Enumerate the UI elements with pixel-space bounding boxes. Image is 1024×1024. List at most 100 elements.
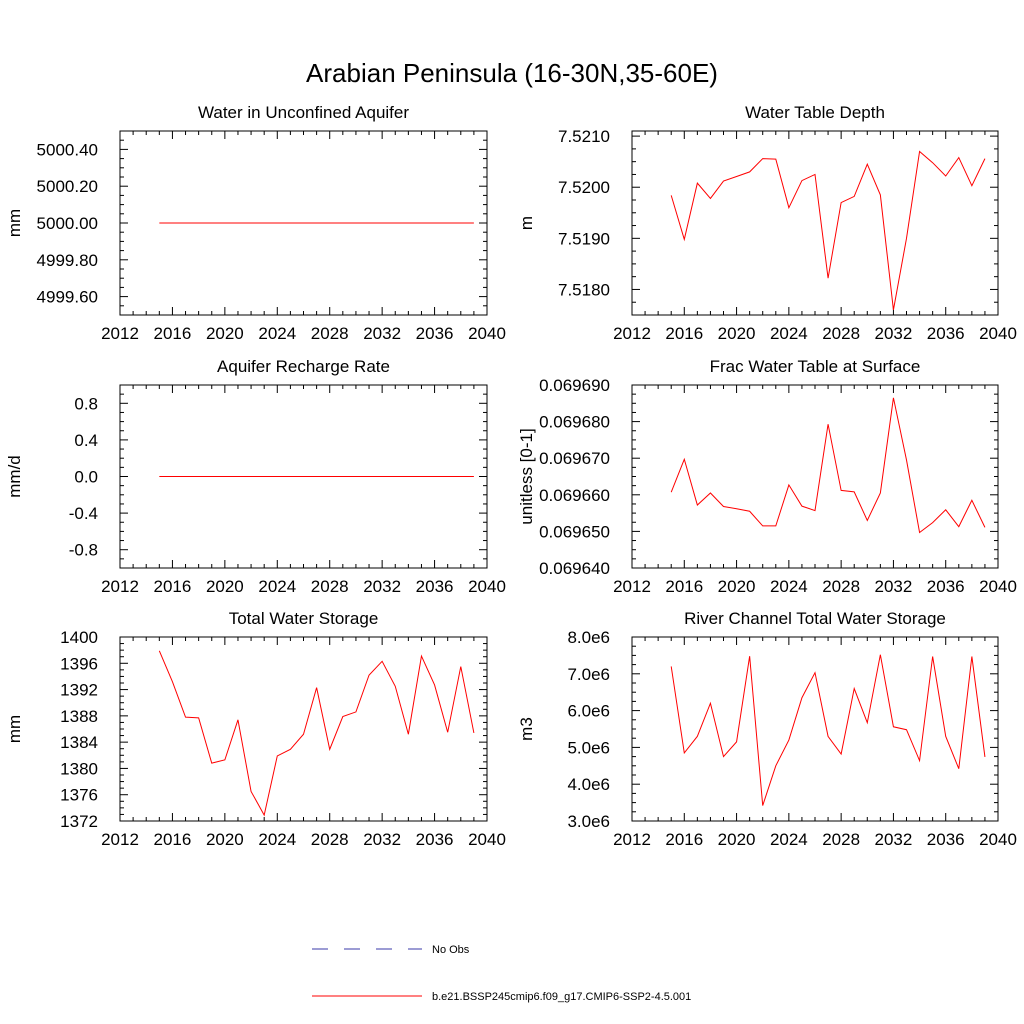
y-axis-label: mm <box>5 209 24 237</box>
x-tick-label: 2020 <box>718 324 756 343</box>
panel-0: Water in Unconfined Aquifer mm 2012 2016 202… <box>5 103 506 343</box>
x-tick-label: 2020 <box>206 324 244 343</box>
x-tick-label: 2016 <box>665 577 703 596</box>
x-tick-label: 2036 <box>927 830 965 849</box>
x-tick-label: 2020 <box>206 577 244 596</box>
x-tick-label: 2028 <box>311 577 349 596</box>
y-tick-label: 0.0 <box>74 468 98 487</box>
plot-frame <box>631 130 999 316</box>
y-tick-label: 0.069680 <box>539 413 610 432</box>
x-tick-label: 2028 <box>822 324 860 343</box>
x-tick-label: 2012 <box>101 830 139 849</box>
panel-2: Aquifer Recharge Rate mm/d 2012 2016 2020 202… <box>5 357 506 596</box>
legend-obs-label: No Obs <box>432 944 470 956</box>
x-tick-label: 2024 <box>770 830 808 849</box>
x-tick-label: 2036 <box>927 577 965 596</box>
series-line-0 <box>670 397 986 534</box>
x-tick-label: 2036 <box>927 324 965 343</box>
panel-4: Total Water Storage mm 2012 2016 2020 2024 202… <box>5 609 506 849</box>
x-tick-label: 2040 <box>468 324 506 343</box>
x-tick-label: 2016 <box>665 324 703 343</box>
x-tick-label: 2020 <box>206 830 244 849</box>
x-tick-label: 2012 <box>101 577 139 596</box>
y-tick-label: 0.4 <box>74 431 98 450</box>
y-tick-label: 5.0e6 <box>567 738 610 757</box>
x-tick-label: 2032 <box>875 577 913 596</box>
x-tick-label: 2016 <box>154 324 192 343</box>
y-axis-label: m <box>517 216 536 230</box>
x-tick-label: 2016 <box>154 830 192 849</box>
series-line-0 <box>670 150 986 310</box>
plot-frame <box>631 384 999 569</box>
plot-frame <box>119 636 488 822</box>
y-tick-label: 5000.00 <box>37 214 98 233</box>
y-axis-label: m3 <box>517 717 536 741</box>
y-axis-label: mm <box>5 715 24 743</box>
x-tick-label: 2032 <box>875 324 913 343</box>
panel-title: Total Water Storage <box>229 609 379 628</box>
x-tick-label: 2040 <box>979 577 1017 596</box>
y-tick-label: 0.069640 <box>539 559 610 578</box>
y-tick-label: 1392 <box>60 681 98 700</box>
x-tick-label: 2020 <box>718 830 756 849</box>
panel-title: Water Table Depth <box>745 103 885 122</box>
y-tick-label: 8.0e6 <box>567 628 610 647</box>
x-tick-label: 2036 <box>416 830 454 849</box>
y-tick-label: 4999.60 <box>37 288 98 307</box>
y-tick-label: 5000.20 <box>37 177 98 196</box>
panel-3: Frac Water Table at Surface unitless [0-1… <box>517 357 1017 596</box>
x-tick-label: 2012 <box>101 324 139 343</box>
x-tick-label: 2036 <box>416 577 454 596</box>
panel-1: Water Table Depth m 2012 2016 2020 2024 2028 20… <box>517 103 1017 343</box>
y-tick-label: 0.069690 <box>539 376 610 395</box>
y-tick-label: 0.069650 <box>539 522 610 541</box>
panel-title: Frac Water Table at Surface <box>710 357 921 376</box>
y-tick-label: 1388 <box>60 707 98 726</box>
x-tick-label: 2024 <box>770 577 808 596</box>
panel-title: Aquifer Recharge Rate <box>217 357 390 376</box>
panel-5: River Channel Total Water Storage m3 2012 2… <box>517 609 1017 849</box>
y-axis-label: unitless [0-1] <box>517 428 536 524</box>
panel-title: River Channel Total Water Storage <box>684 609 946 628</box>
x-tick-label: 2028 <box>822 830 860 849</box>
x-tick-label: 2028 <box>822 577 860 596</box>
x-tick-label: 2012 <box>613 830 651 849</box>
x-tick-label: 2032 <box>363 577 401 596</box>
y-tick-label: 7.5190 <box>558 229 610 248</box>
y-tick-label: 3.0e6 <box>567 812 610 831</box>
series-line-0 <box>670 654 986 806</box>
y-tick-label: 1372 <box>60 812 98 831</box>
x-tick-label: 2024 <box>258 324 296 343</box>
x-tick-label: 2040 <box>468 577 506 596</box>
y-tick-label: 7.0e6 <box>567 665 610 684</box>
legend-model-label: b.e21.BSSP245cmip6.f09_g17.CMIP6-SSP2-4.… <box>432 991 691 1003</box>
x-tick-label: 2024 <box>770 324 808 343</box>
y-tick-label: 0.8 <box>74 394 98 413</box>
y-tick-label: -0.8 <box>69 541 98 560</box>
y-tick-label: 0.069660 <box>539 486 610 505</box>
y-tick-label: 1376 <box>60 786 98 805</box>
y-tick-label: 4999.80 <box>37 251 98 270</box>
panel-title: Water in Unconfined Aquifer <box>198 103 409 122</box>
y-tick-label: 7.5200 <box>558 178 610 197</box>
figure-title: Arabian Peninsula (16-30N,35-60E) <box>306 58 718 88</box>
x-tick-label: 2012 <box>613 324 651 343</box>
x-tick-label: 2016 <box>665 830 703 849</box>
x-tick-label: 2028 <box>311 324 349 343</box>
x-tick-label: 2032 <box>875 830 913 849</box>
y-tick-label: 7.5180 <box>558 280 610 299</box>
x-tick-label: 2020 <box>718 577 756 596</box>
x-tick-label: 2012 <box>613 577 651 596</box>
x-tick-label: 2040 <box>468 830 506 849</box>
x-tick-label: 2032 <box>363 324 401 343</box>
x-tick-label: 2032 <box>363 830 401 849</box>
y-tick-label: 4.0e6 <box>567 775 610 794</box>
y-axis-label: mm/d <box>5 455 24 498</box>
y-tick-label: 1400 <box>60 628 98 647</box>
y-tick-label: 6.0e6 <box>567 702 610 721</box>
y-tick-label: 1396 <box>60 654 98 673</box>
x-tick-label: 2024 <box>258 830 296 849</box>
x-tick-label: 2036 <box>416 324 454 343</box>
y-tick-label: 5000.40 <box>37 140 98 159</box>
